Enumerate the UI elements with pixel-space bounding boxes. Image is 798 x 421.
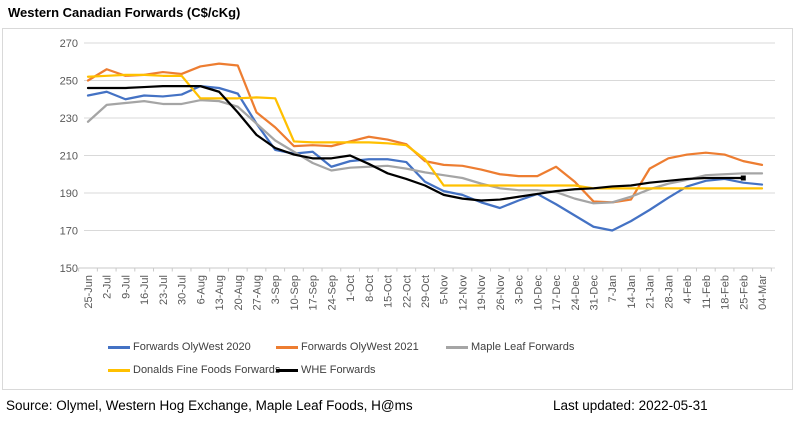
x-axis-tick-label: 6-Aug	[195, 275, 207, 304]
x-axis-tick-label: 31-Dec	[589, 275, 601, 311]
series-line-whe-forwards	[86, 85, 745, 202]
legend-item-forwards-olywest-2021: Forwards OlyWest 2021	[276, 340, 419, 354]
y-axis-tick-label: 230	[60, 113, 78, 125]
legend-label: Forwards OlyWest 2021	[301, 341, 419, 353]
x-axis-tick-label: 19-Nov	[476, 275, 488, 311]
x-axis-tick-label: 20-Aug	[233, 275, 245, 310]
x-axis-tick-label: 24-Sep	[326, 275, 338, 310]
chart-title: Western Canadian Forwards (C$/cKg)	[8, 5, 241, 20]
footer-last-updated: Last updated: 2022-05-31	[553, 398, 708, 413]
x-axis-tick-label: 27-Aug	[252, 275, 264, 310]
legend-item-forwards-olywest-2020: Forwards OlyWest 2020	[108, 340, 251, 354]
footer-source-text: Source: Olymel, Western Hog Exchange, Ma…	[6, 398, 413, 413]
x-axis-tick-label: 10-Dec	[532, 275, 544, 311]
legend-label: WHE Forwards	[301, 364, 376, 376]
x-axis-tick-label: 7-Jan	[607, 275, 619, 303]
x-axis-tick-label: 28-Jan	[663, 275, 675, 309]
x-axis-tick-label: 11-Feb	[701, 275, 713, 309]
x-axis-tick-label: 10-Sep	[289, 275, 301, 310]
legend-swatch-black	[276, 368, 298, 372]
legend-item-donalds-fine-foods-forwards: Donalds Fine Foods Forwards	[108, 363, 280, 377]
y-axis-tick-label: 150	[60, 263, 78, 275]
legend-swatch-blue	[108, 345, 130, 349]
legend-label: Forwards OlyWest 2020	[133, 341, 251, 353]
y-axis-tick-label: 170	[60, 226, 78, 238]
x-axis-tick-label: 16-Jul	[139, 275, 151, 305]
x-axis-tick-label: 30-Jul	[177, 275, 189, 305]
x-axis-tick-label: 21-Jan	[645, 275, 657, 309]
y-axis-tick-label: 250	[60, 76, 78, 88]
x-axis-tick-label: 5-Nov	[439, 275, 451, 305]
x-axis-tick-label: 8-Oct	[364, 275, 376, 302]
x-axis-tick-label: 23-Jul	[158, 275, 170, 305]
series-end-marker	[740, 175, 746, 181]
x-axis-tick-label: 4-Feb	[682, 275, 694, 304]
legend-label: Donalds Fine Foods Forwards	[133, 364, 281, 376]
x-axis-tick-label: 04-Mar	[757, 275, 769, 310]
x-axis-tick-label: 17-Dec	[551, 275, 563, 311]
x-axis-tick-label: 14-Jan	[626, 275, 638, 309]
legend-item-maple-leaf-forwards: Maple Leaf Forwards	[446, 340, 574, 354]
x-axis-tick-label: 12-Nov	[457, 275, 469, 311]
footer: Source: Olymel, Western Hog Exchange, Ma…	[0, 392, 798, 421]
series-line-donalds-fine-foods-forwards	[86, 73, 764, 190]
x-axis-tick-label: 18-Feb	[720, 275, 732, 310]
x-axis-tick-label: 17-Sep	[308, 275, 320, 310]
legend-label: Maple Leaf Forwards	[471, 341, 575, 353]
y-axis-tick-label: 210	[60, 151, 78, 163]
legend-item-whe-forwards: WHE Forwards	[276, 363, 376, 377]
x-axis-tick-label: 15-Oct	[383, 275, 395, 308]
x-axis-tick-label: 25-Feb	[738, 275, 750, 310]
x-axis-tick-label: 25-Jun	[83, 275, 95, 309]
x-axis-tick-label: 1-Oct	[345, 275, 357, 302]
y-axis-tick-label: 270	[60, 38, 78, 50]
x-axis-tick-label: 24-Dec	[570, 275, 582, 311]
footer-last-updated-value: 2022-05-31	[638, 398, 708, 413]
x-axis-tick-label: 3-Sep	[270, 275, 282, 304]
x-axis-tick-label: 2-Jul	[102, 275, 114, 299]
legend-swatch-gray	[446, 345, 468, 349]
legend-swatch-yellow	[108, 368, 130, 372]
legend-swatch-orange	[276, 345, 298, 349]
x-axis-tick-label: 26-Nov	[495, 275, 507, 311]
y-axis-tick-label: 190	[60, 188, 78, 200]
footer-last-updated-label: Last updated:	[553, 398, 635, 413]
x-axis-tick-label: 9-Jul	[120, 275, 132, 299]
x-axis-tick-label: 3-Dec	[514, 275, 526, 305]
x-axis-tick-label: 22-Oct	[401, 275, 413, 308]
x-axis-tick-label: 13-Aug	[214, 275, 226, 310]
x-axis-tick-label: 29-Oct	[420, 275, 432, 308]
